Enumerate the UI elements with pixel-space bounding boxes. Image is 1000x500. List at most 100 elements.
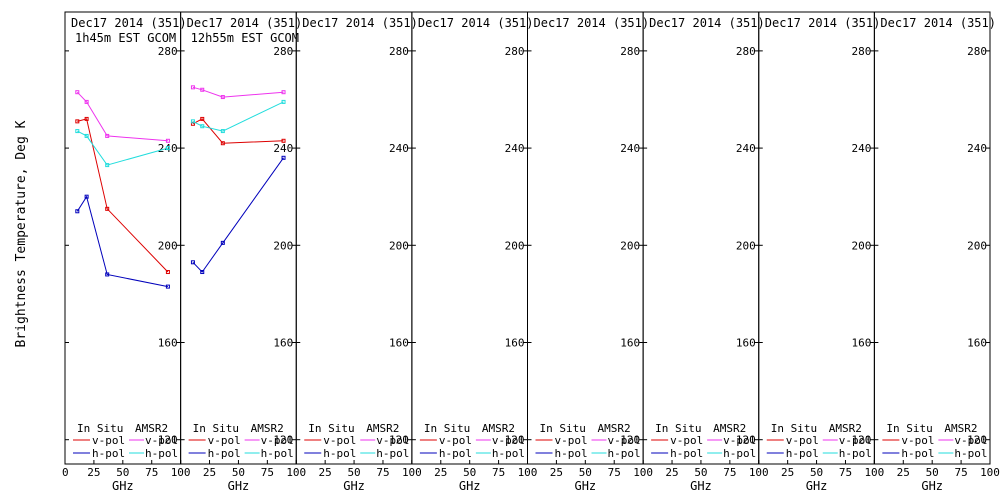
y-tick-label: 280 xyxy=(158,45,178,58)
legend-header-in-situ: In Situ xyxy=(308,422,354,435)
legend-header-amsr2: AMSR2 xyxy=(598,422,631,435)
x-tick-label: 25 xyxy=(897,466,910,479)
data-point-amsr2-h-pol xyxy=(190,119,195,124)
x-tick-label: 25 xyxy=(319,466,332,479)
legend-label-amsr2-vpol: v-pol xyxy=(145,434,178,447)
x-tick-label: 50 xyxy=(694,466,707,479)
x-tick-label: 100 xyxy=(286,466,306,479)
legend-header-in-situ: In Situ xyxy=(193,422,239,435)
data-point-amsr2-h-pol xyxy=(281,99,286,104)
legend-header-amsr2: AMSR2 xyxy=(482,422,515,435)
y-tick-label: 120 xyxy=(505,434,525,447)
series-line-amsr2-v-pol xyxy=(76,91,168,142)
x-tick-label: 50 xyxy=(232,466,245,479)
legend-label-insitu-vpol: v-pol xyxy=(786,434,819,447)
y-tick-label: 280 xyxy=(620,45,640,58)
x-tick-label: 100 xyxy=(749,466,769,479)
legend-header-amsr2: AMSR2 xyxy=(366,422,399,435)
x-tick-label: 75 xyxy=(261,466,274,479)
panel-frame xyxy=(411,11,528,465)
data-point-amsr2-v-pol xyxy=(105,133,110,138)
y-tick-label: 200 xyxy=(389,239,409,252)
legend-label-amsr2-vpol: v-pol xyxy=(261,434,294,447)
data-point-in-situ-h-pol xyxy=(281,155,286,160)
legend-label-amsr2-hpol: h-pol xyxy=(954,447,987,460)
legend-header-in-situ: In Situ xyxy=(540,422,586,435)
x-tick-label: 0 xyxy=(62,466,69,479)
x-tick-label: 75 xyxy=(145,466,158,479)
legend-label-amsr2-vpol: v-pol xyxy=(376,434,409,447)
chart-panels: Dec17 2014 (351)1h45m EST GCOM1201602002… xyxy=(62,11,1000,493)
legend-label-amsr2-hpol: h-pol xyxy=(723,447,756,460)
legend-label-amsr2-vpol: v-pol xyxy=(608,434,641,447)
series-line-amsr2-v-pol xyxy=(192,86,284,98)
legend-label-insitu-vpol: v-pol xyxy=(92,434,125,447)
x-axis-label: GHz xyxy=(112,479,134,493)
x-tick-label: 25 xyxy=(665,466,678,479)
x-tick-label: 50 xyxy=(463,466,476,479)
panel-6: Dec17 2014 (351) 120 160 200 240 280 25 50 75 100… xyxy=(642,11,769,493)
y-tick-label: 120 xyxy=(620,434,640,447)
y-tick-label: 160 xyxy=(967,336,987,349)
y-tick-label: 160 xyxy=(620,336,640,349)
series-line-amsr2-h-pol xyxy=(192,101,284,132)
data-point-amsr2-v-pol xyxy=(220,95,225,100)
y-tick-label: 120 xyxy=(158,434,178,447)
panel-title: Dec17 2014 (351) xyxy=(765,16,881,30)
panel-title: Dec17 2014 (351) xyxy=(187,16,303,30)
y-tick-label: 200 xyxy=(736,239,756,252)
legend-label-amsr2-hpol: h-pol xyxy=(261,447,294,460)
panel-title: Dec17 2014 (351) xyxy=(302,16,418,30)
y-tick-label: 200 xyxy=(967,239,987,252)
panel-3: Dec17 2014 (351) 120 160 200 240 280 25 50 75 100… xyxy=(295,11,422,493)
y-axis-label: Brightness Temperature, Deg K xyxy=(14,120,29,347)
legend-label-amsr2-vpol: v-pol xyxy=(839,434,872,447)
panel-5: Dec17 2014 (351) 120 160 200 240 280 25 50 75 100… xyxy=(527,11,653,493)
legend-label-insitu-hpol: h-pol xyxy=(439,447,472,460)
panel-frame xyxy=(527,11,644,465)
x-tick-label: 75 xyxy=(608,466,621,479)
panel-8: Dec17 2014 (351) 120 160 200 240 280 25 50 75 100… xyxy=(873,11,1000,493)
data-point-in-situ-h-pol xyxy=(220,240,225,245)
x-tick-label: 100 xyxy=(633,466,653,479)
y-tick-label: 200 xyxy=(505,239,525,252)
series-line-amsr2-h-pol xyxy=(77,130,169,166)
y-tick-label: 280 xyxy=(389,45,409,58)
legend-label-insitu-hpol: h-pol xyxy=(555,447,588,460)
x-tick-label: 75 xyxy=(954,466,967,479)
panel-title: Dec17 2014 (351) xyxy=(534,16,650,30)
data-point-in-situ-v-pol xyxy=(220,141,225,146)
panel-frame xyxy=(758,11,875,465)
series-line-in-situ-v-pol xyxy=(192,118,284,144)
data-point-amsr2-v-pol xyxy=(200,87,205,92)
x-tick-label: 100 xyxy=(864,466,884,479)
data-point-in-situ-v-pol xyxy=(105,206,110,211)
panel-subtitle: 12h55m EST GCOM xyxy=(191,31,299,45)
y-tick-label: 240 xyxy=(389,142,409,155)
panel-title: Dec17 2014 (351) xyxy=(418,16,534,30)
data-point-amsr2-h-pol xyxy=(165,146,170,151)
legend-label-amsr2-hpol: h-pol xyxy=(839,447,872,460)
y-tick-label: 160 xyxy=(273,336,293,349)
panel-title: Dec17 2014 (351) xyxy=(71,16,187,30)
legend-label-insitu-hpol: h-pol xyxy=(208,447,241,460)
x-axis-label: GHz xyxy=(690,479,712,493)
legend-label-amsr2-vpol: v-pol xyxy=(723,434,756,447)
legend-label-insitu-vpol: v-pol xyxy=(555,434,588,447)
legend-header-amsr2: AMSR2 xyxy=(135,422,168,435)
y-tick-label: 240 xyxy=(273,142,293,155)
legend-header-amsr2: AMSR2 xyxy=(944,422,977,435)
panel-frame xyxy=(64,11,182,465)
data-point-in-situ-h-pol xyxy=(165,284,170,289)
legend-header-in-situ: In Situ xyxy=(424,422,470,435)
x-tick-label: 75 xyxy=(492,466,505,479)
y-tick-label: 280 xyxy=(852,45,872,58)
panel-frame xyxy=(873,11,991,465)
y-tick-label: 280 xyxy=(505,45,525,58)
data-point-in-situ-v-pol xyxy=(190,121,195,126)
data-point-in-situ-v-pol xyxy=(84,116,89,121)
x-tick-label: 25 xyxy=(87,466,100,479)
data-point-in-situ-h-pol xyxy=(200,270,205,275)
data-point-in-situ-v-pol xyxy=(200,116,205,121)
